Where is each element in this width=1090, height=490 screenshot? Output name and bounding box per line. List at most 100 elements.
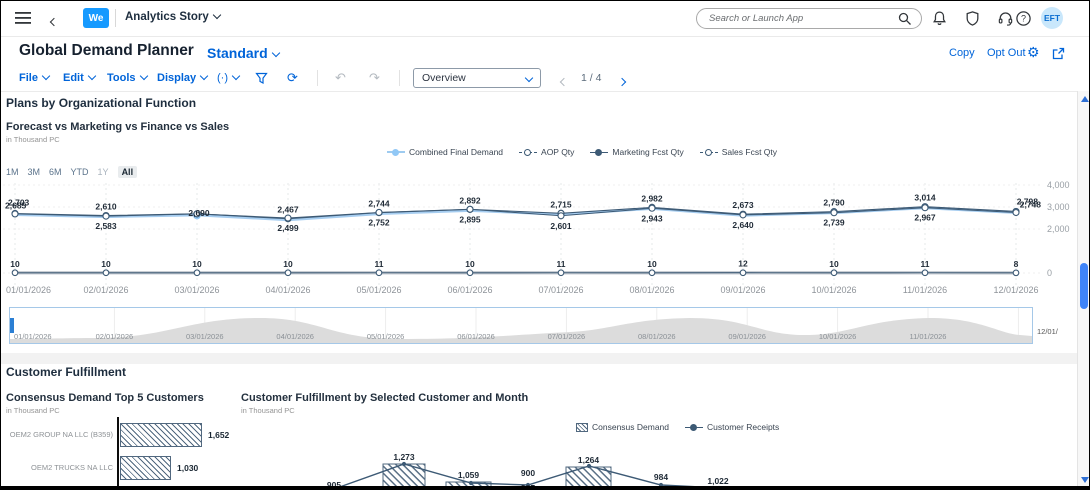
prev-page-icon[interactable] bbox=[559, 74, 569, 92]
legend-consensus-demand[interactable]: Consensus Demand bbox=[576, 422, 669, 432]
svg-text:10: 10 bbox=[101, 259, 111, 269]
svg-text:3,014: 3,014 bbox=[914, 193, 936, 203]
combo-chart-legend: Consensus Demand Customer Receipts bbox=[576, 422, 779, 432]
legend-combined-final-demand[interactable]: Combined Final Demand bbox=[387, 147, 503, 157]
svg-text:2,895: 2,895 bbox=[459, 214, 481, 224]
redo-icon[interactable]: ↷ bbox=[369, 70, 380, 85]
vertical-scrollbar[interactable] bbox=[1077, 91, 1089, 488]
scroll-down-icon[interactable] bbox=[1081, 477, 1089, 483]
company-logo[interactable]: We bbox=[83, 8, 109, 28]
next-page-icon[interactable] bbox=[617, 74, 627, 92]
legend-marketing-fcst-qty[interactable]: Marketing Fcst Qty bbox=[590, 147, 684, 157]
menu-file-label: File bbox=[19, 72, 38, 84]
main-chart-title: Forecast vs Marketing vs Finance vs Sale… bbox=[6, 121, 230, 133]
filter-icon[interactable] bbox=[255, 72, 268, 85]
range-1y[interactable]: 1Y bbox=[97, 167, 109, 177]
svg-text:06/01/2026: 06/01/2026 bbox=[447, 285, 492, 295]
prompts-icon[interactable]: (·) bbox=[217, 70, 241, 86]
svg-text:2,690: 2,690 bbox=[188, 208, 210, 218]
menu-edit-label: Edit bbox=[63, 72, 84, 84]
svg-text:2,640: 2,640 bbox=[732, 220, 754, 230]
combo-chart-title: Customer Fulfillment by Selected Custome… bbox=[241, 392, 529, 404]
legend-label: Consensus Demand bbox=[592, 422, 670, 432]
svg-text:05/01/2026: 05/01/2026 bbox=[356, 285, 401, 295]
bar-oem2-trucks[interactable] bbox=[120, 456, 171, 480]
svg-text:08/01/2026: 08/01/2026 bbox=[629, 285, 674, 295]
svg-text:8: 8 bbox=[1014, 259, 1019, 269]
minimap-left-handle[interactable] bbox=[10, 318, 14, 333]
copy-button[interactable]: Copy bbox=[949, 47, 975, 59]
menu-display-label: Display bbox=[157, 72, 197, 84]
svg-text:905: 905 bbox=[327, 480, 341, 490]
svg-text:2,943: 2,943 bbox=[641, 213, 663, 223]
legend-label: Sales Fcst Qty bbox=[721, 147, 778, 157]
menu-tools-label: Tools bbox=[107, 72, 136, 84]
gear-icon[interactable]: ⚙ bbox=[1027, 44, 1040, 60]
share-icon[interactable] bbox=[1051, 46, 1066, 61]
chevron-down-icon bbox=[41, 71, 51, 81]
app-title-dropdown[interactable]: Analytics Story bbox=[125, 10, 221, 23]
refresh-icon[interactable]: ⟳ bbox=[287, 70, 298, 85]
svg-text:2,752: 2,752 bbox=[368, 217, 390, 227]
scroll-up-icon[interactable] bbox=[1081, 96, 1089, 102]
page-title: Global Demand Planner bbox=[19, 42, 194, 59]
undo-icon[interactable]: ↶ bbox=[335, 70, 346, 85]
svg-text:09/01/2026: 09/01/2026 bbox=[720, 285, 765, 295]
legend-customer-receipts[interactable]: Customer Receipts bbox=[685, 422, 779, 432]
section-divider-band bbox=[1, 353, 1077, 364]
section-title-fulfillment: Customer Fulfillment bbox=[6, 365, 127, 379]
chevron-down-icon bbox=[271, 48, 280, 58]
help-icon[interactable]: ? bbox=[1015, 10, 1032, 27]
shield-icon[interactable] bbox=[964, 10, 981, 27]
menu-edit[interactable]: Edit bbox=[63, 71, 97, 84]
svg-text:984: 984 bbox=[654, 472, 668, 482]
svg-text:01/01/2026: 01/01/2026 bbox=[14, 332, 52, 341]
svg-text:2,744: 2,744 bbox=[368, 199, 390, 209]
svg-text:10: 10 bbox=[10, 259, 20, 269]
search-input[interactable]: Search or Launch App bbox=[696, 8, 922, 29]
back-icon[interactable] bbox=[49, 14, 59, 32]
range-ytd[interactable]: YTD bbox=[70, 167, 89, 177]
svg-text:07/01/2026: 07/01/2026 bbox=[548, 332, 586, 341]
variant-dropdown[interactable]: Standard bbox=[207, 45, 280, 61]
main-chart-legend: Combined Final Demand AOP Qty Marketing … bbox=[387, 147, 777, 157]
range-1m[interactable]: 1M bbox=[6, 167, 19, 177]
chevron-down-icon bbox=[212, 10, 221, 20]
range-6m[interactable]: 6M bbox=[49, 167, 62, 177]
opt-out-button[interactable]: Opt Out bbox=[987, 47, 1026, 59]
headset-icon[interactable] bbox=[997, 10, 1014, 27]
menu-display[interactable]: Display bbox=[157, 71, 209, 84]
menu-file[interactable]: File bbox=[19, 71, 51, 84]
svg-text:2,748: 2,748 bbox=[1020, 199, 1042, 209]
legend-sales-fcst-qty[interactable]: Sales Fcst Qty bbox=[699, 147, 778, 157]
chart-minimap[interactable]: 01/01/2026 02/01/2026 03/01/2026 04/01/2026… bbox=[9, 307, 1033, 344]
svg-text:2,892: 2,892 bbox=[459, 195, 481, 205]
svg-text:07/01/2026: 07/01/2026 bbox=[538, 285, 583, 295]
menu-tools[interactable]: Tools bbox=[107, 71, 148, 84]
page-view-value: Overview bbox=[422, 72, 466, 84]
bar-oem2-group[interactable] bbox=[120, 423, 202, 447]
notifications-bell-icon[interactable] bbox=[931, 10, 948, 27]
toolbar: File Edit Tools Display (·) ⟳ ↶ ↷ Overvi… bbox=[1, 65, 1077, 92]
bar-category-label: OEM2 GROUP NA LLC (B359) bbox=[9, 430, 113, 439]
scrollbar-thumb[interactable] bbox=[1080, 263, 1088, 309]
svg-text:2,583: 2,583 bbox=[95, 221, 117, 231]
legend-label: Combined Final Demand bbox=[409, 147, 504, 157]
variant-label: Standard bbox=[207, 45, 268, 61]
avatar[interactable]: EFT bbox=[1041, 7, 1063, 29]
hamburger-menu-icon[interactable] bbox=[15, 11, 31, 25]
svg-text:08/01/2026: 08/01/2026 bbox=[638, 332, 676, 341]
window-bottom-edge bbox=[1, 486, 1089, 489]
range-all[interactable]: All bbox=[117, 166, 138, 178]
legend-marker-icon bbox=[590, 148, 609, 157]
page-view-select[interactable]: Overview bbox=[413, 68, 541, 88]
range-3m[interactable]: 3M bbox=[27, 167, 41, 177]
bar-chart-unit: in Thousand PC bbox=[6, 406, 60, 415]
legend-label: Marketing Fcst Qty bbox=[612, 147, 684, 157]
bar-value-label: 1,030 bbox=[177, 463, 199, 473]
svg-text:10/01/2026: 10/01/2026 bbox=[811, 285, 856, 295]
legend-aop-qty[interactable]: AOP Qty bbox=[519, 147, 574, 157]
